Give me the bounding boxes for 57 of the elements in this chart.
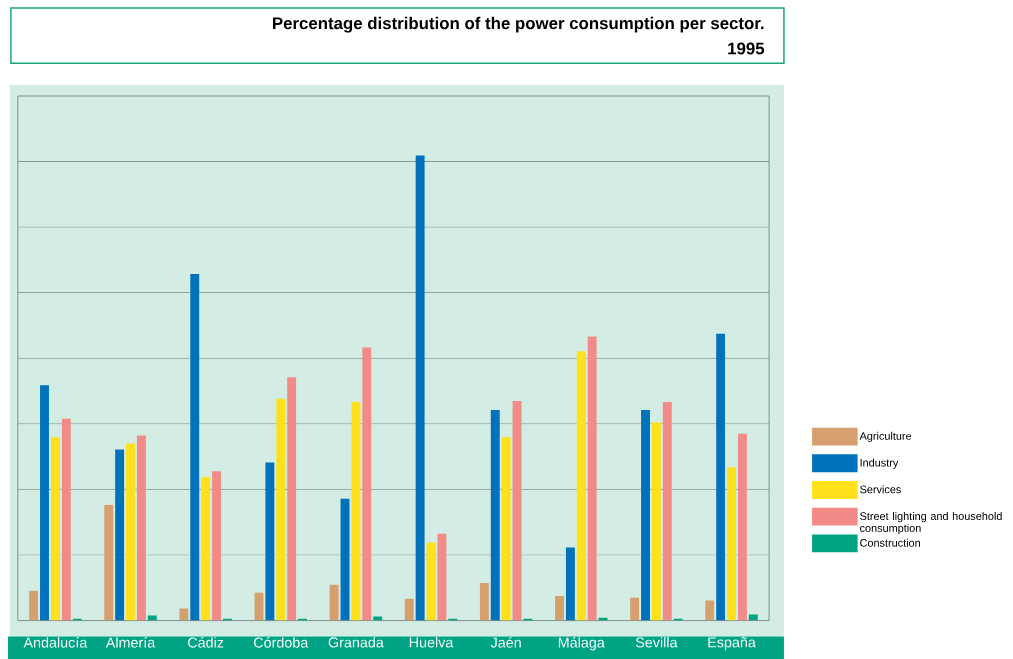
x-tick-label: Jaén	[490, 636, 521, 648]
legend-label: Agriculture	[859, 431, 912, 442]
bar	[61, 418, 71, 621]
bar	[201, 476, 211, 621]
bar	[265, 462, 275, 621]
bar	[50, 437, 60, 621]
bar	[576, 351, 586, 621]
bar	[587, 336, 597, 621]
bar	[415, 155, 425, 621]
bar	[115, 449, 125, 621]
bar	[501, 437, 511, 621]
bar	[276, 398, 286, 621]
x-tick-label: Granada	[328, 636, 384, 648]
bar	[104, 504, 114, 621]
bar	[362, 347, 372, 621]
x-tick-label: Almería	[105, 636, 156, 648]
bar	[705, 600, 715, 621]
bar	[630, 597, 640, 621]
bar	[555, 595, 564, 621]
bar	[437, 533, 447, 621]
bar	[179, 608, 189, 621]
bar	[136, 435, 146, 621]
x-tick-label: Córdoba	[253, 636, 309, 648]
bar	[29, 590, 39, 621]
bar	[662, 401, 672, 621]
bar	[287, 377, 297, 621]
x-tick-label: España	[708, 636, 756, 651]
bar	[479, 582, 489, 621]
bar	[329, 584, 339, 621]
chart-title: Percentage distribution of the power consumption per sector.	[273, 16, 764, 33]
bar	[490, 409, 500, 621]
x-tick-label: Cádiz	[188, 636, 224, 648]
x-tick-label: Andalucía	[23, 636, 88, 648]
bar	[727, 467, 736, 621]
bar	[147, 615, 157, 621]
bar	[373, 616, 383, 621]
legend-label: Industry	[860, 458, 899, 469]
legend-label: Services	[860, 485, 901, 494]
bar	[651, 422, 661, 621]
bar	[351, 401, 361, 621]
bar	[404, 598, 414, 621]
bar	[565, 547, 575, 621]
x-tick-label: Huelva	[409, 636, 454, 648]
legend-label: Construction	[860, 538, 920, 547]
bar	[126, 443, 135, 621]
bar	[426, 542, 436, 621]
bar	[212, 471, 221, 621]
bar	[716, 333, 726, 621]
x-tick-label: Málaga	[558, 636, 605, 651]
bar	[737, 433, 747, 621]
x-tick-label: Sevilla	[635, 636, 678, 648]
bar	[512, 400, 522, 621]
bar	[40, 385, 49, 621]
bar	[190, 274, 200, 621]
bar	[641, 409, 650, 621]
chart-subtitle: 1995	[728, 42, 765, 55]
legend-label: Street lighting and household consumption	[860, 511, 1002, 534]
